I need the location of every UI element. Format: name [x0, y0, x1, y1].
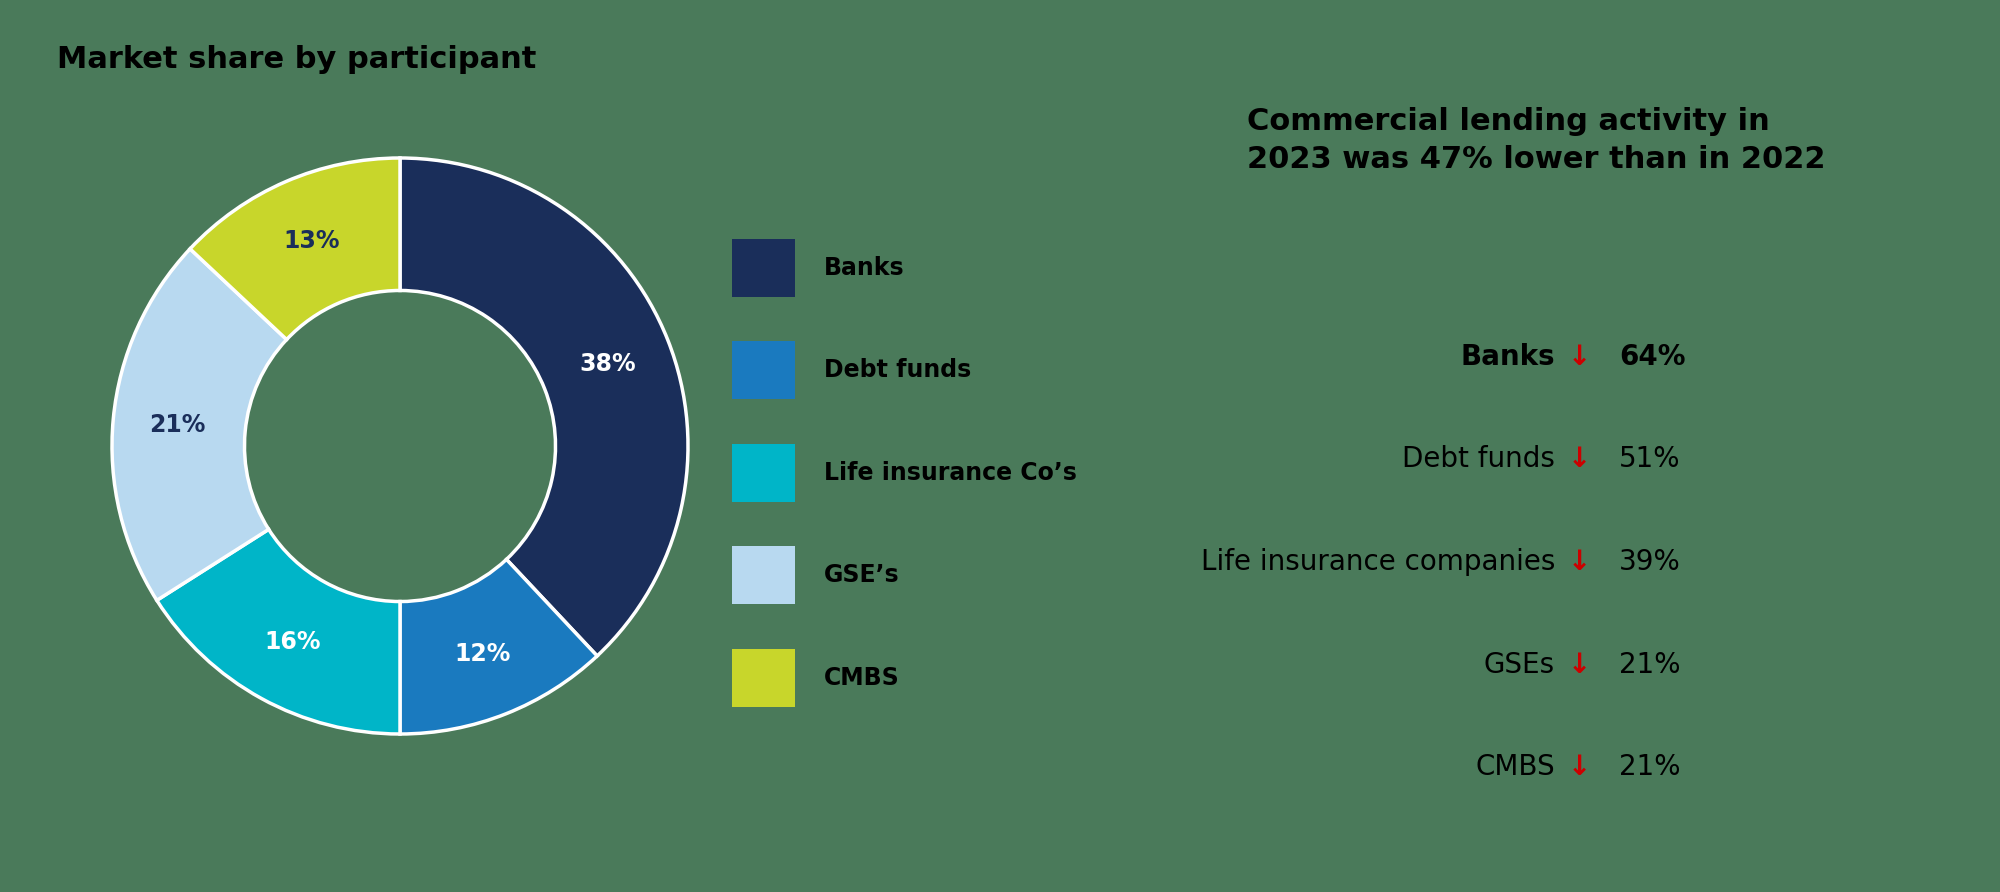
Text: ↓: ↓: [1568, 445, 1590, 474]
Text: 16%: 16%: [264, 630, 320, 654]
Wedge shape: [190, 158, 400, 340]
FancyBboxPatch shape: [732, 239, 796, 296]
Text: ↓: ↓: [1568, 650, 1590, 679]
Text: 21%: 21%: [1620, 650, 1680, 679]
FancyBboxPatch shape: [732, 342, 796, 400]
Wedge shape: [400, 158, 688, 656]
Wedge shape: [156, 529, 400, 734]
Text: Life insurance companies: Life insurance companies: [1200, 548, 1554, 576]
Text: Life insurance Co’s: Life insurance Co’s: [824, 461, 1076, 484]
Text: Market share by participant: Market share by participant: [58, 45, 536, 74]
Text: ↓: ↓: [1568, 753, 1590, 781]
Text: 64%: 64%: [1620, 343, 1686, 371]
Text: Banks: Banks: [1460, 343, 1554, 371]
Text: 12%: 12%: [454, 641, 510, 665]
Text: Debt funds: Debt funds: [824, 359, 970, 382]
Text: 21%: 21%: [1620, 753, 1680, 781]
Text: 13%: 13%: [284, 229, 340, 253]
FancyBboxPatch shape: [732, 546, 796, 605]
FancyBboxPatch shape: [732, 649, 796, 707]
Text: GSEs: GSEs: [1484, 650, 1554, 679]
Wedge shape: [112, 249, 286, 600]
Text: ↓: ↓: [1568, 343, 1590, 371]
Text: Debt funds: Debt funds: [1402, 445, 1554, 474]
Text: 51%: 51%: [1620, 445, 1680, 474]
Text: ↓: ↓: [1568, 548, 1590, 576]
Text: CMBS: CMBS: [824, 666, 900, 690]
FancyBboxPatch shape: [732, 444, 796, 501]
Text: 21%: 21%: [150, 413, 206, 437]
Text: CMBS: CMBS: [1476, 753, 1554, 781]
Text: GSE’s: GSE’s: [824, 564, 900, 587]
Text: Banks: Banks: [824, 256, 904, 279]
Wedge shape: [400, 559, 598, 734]
Text: 39%: 39%: [1620, 548, 1680, 576]
Text: Commercial lending activity in
2023 was 47% lower than in 2022: Commercial lending activity in 2023 was …: [1246, 107, 1826, 174]
Text: 38%: 38%: [580, 351, 636, 376]
